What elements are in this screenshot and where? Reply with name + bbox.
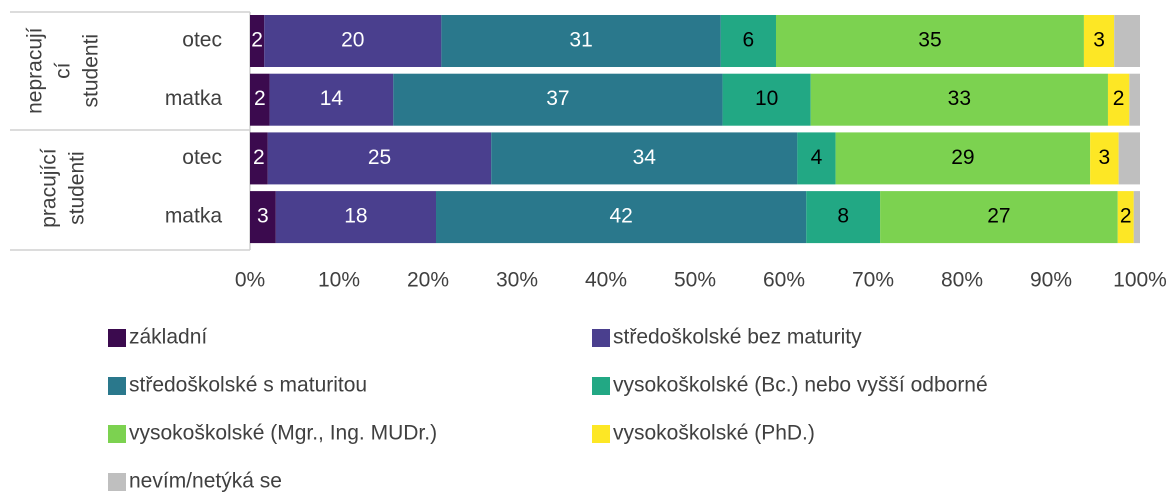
data-label: 2 bbox=[253, 146, 265, 169]
data-label: 37 bbox=[546, 87, 569, 110]
x-tick-label: 30% bbox=[496, 269, 538, 292]
bar-segment bbox=[1129, 73, 1140, 126]
data-label: 34 bbox=[633, 146, 657, 169]
bar-segment bbox=[250, 191, 276, 244]
bar-segment bbox=[393, 73, 723, 126]
data-label: 42 bbox=[609, 205, 632, 228]
bar-segment bbox=[775, 15, 1084, 67]
x-tick-label: 0% bbox=[235, 269, 265, 292]
bar-segment bbox=[441, 15, 721, 67]
x-tick-label: 20% bbox=[407, 269, 449, 292]
bar-segment bbox=[1090, 132, 1119, 185]
bar-segment bbox=[806, 191, 881, 244]
x-tick-label: 60% bbox=[763, 269, 805, 292]
category-label: otec bbox=[182, 29, 222, 52]
category-label: otec bbox=[182, 146, 222, 169]
group-label: cí bbox=[52, 62, 75, 79]
bar-segment bbox=[250, 132, 268, 185]
group-label: studenti bbox=[80, 34, 103, 108]
bar-segment bbox=[1118, 132, 1140, 185]
group-label: pracující bbox=[38, 148, 61, 228]
group-label: studenti bbox=[66, 151, 89, 225]
bar-segment bbox=[1114, 15, 1140, 67]
bar-segment bbox=[264, 15, 442, 67]
legend-label: základní bbox=[129, 326, 207, 349]
bar-segment bbox=[1083, 15, 1115, 67]
data-label: 8 bbox=[837, 205, 849, 228]
data-label: 31 bbox=[569, 29, 592, 52]
bar-segment bbox=[491, 132, 798, 185]
legend-swatch bbox=[108, 329, 126, 347]
data-label: 35 bbox=[918, 29, 941, 52]
data-label: 2 bbox=[1113, 87, 1125, 110]
legend-swatch bbox=[108, 377, 126, 395]
legend-swatch bbox=[592, 425, 610, 443]
data-label: 6 bbox=[743, 29, 755, 52]
data-label: 33 bbox=[948, 87, 971, 110]
x-tick-label: 100% bbox=[1113, 269, 1167, 292]
legend-label: vysokoškolské (Bc.) nebo vyšší odborné bbox=[613, 374, 988, 397]
data-label: 10 bbox=[755, 87, 778, 110]
data-label: 4 bbox=[811, 146, 823, 169]
x-tick-label: 40% bbox=[585, 269, 627, 292]
legend-label: středoškolské bez maturity bbox=[613, 326, 862, 349]
bar-segment bbox=[436, 191, 807, 244]
legend-label: středoškolské s maturitou bbox=[129, 374, 367, 397]
data-label: 27 bbox=[987, 205, 1010, 228]
x-tick-label: 80% bbox=[941, 269, 983, 292]
bar-segment bbox=[722, 73, 811, 126]
legend-label: nevím/netýká se bbox=[129, 470, 282, 493]
legend-label: vysokoškolské (Mgr., Ing. MUDr.) bbox=[129, 422, 437, 445]
data-label: 18 bbox=[344, 205, 367, 228]
group-label: nepracují bbox=[24, 27, 47, 114]
legend-swatch bbox=[108, 425, 126, 443]
data-label: 3 bbox=[1099, 146, 1111, 169]
data-label: 2 bbox=[251, 29, 263, 52]
bar-segment bbox=[797, 132, 836, 185]
legend-swatch bbox=[592, 377, 610, 395]
data-label: 2 bbox=[254, 87, 266, 110]
data-label: 3 bbox=[1093, 29, 1105, 52]
data-label: 14 bbox=[320, 87, 344, 110]
bar-segment bbox=[250, 73, 270, 126]
data-label: 2 bbox=[1120, 205, 1132, 228]
legend-label: vysokoškolské (PhD.) bbox=[613, 422, 815, 445]
bar-segment bbox=[250, 15, 265, 67]
legend-swatch bbox=[108, 473, 126, 491]
legend-swatch bbox=[592, 329, 610, 347]
x-tick-label: 50% bbox=[674, 269, 716, 292]
data-label: 25 bbox=[368, 146, 391, 169]
bar-segment bbox=[810, 73, 1108, 126]
bar-segment bbox=[267, 132, 492, 185]
x-tick-label: 10% bbox=[318, 269, 360, 292]
bar-segment bbox=[1117, 191, 1134, 244]
bar-segment bbox=[835, 132, 1091, 185]
bar-segment bbox=[720, 15, 776, 67]
data-label: 29 bbox=[951, 146, 974, 169]
x-tick-label: 70% bbox=[852, 269, 894, 292]
bar-segment bbox=[275, 191, 437, 244]
bar-segment bbox=[269, 73, 394, 126]
data-label: 3 bbox=[257, 205, 269, 228]
category-label: matka bbox=[165, 205, 223, 228]
category-label: matka bbox=[165, 87, 223, 110]
bar-segment bbox=[1107, 73, 1130, 126]
bar-segment bbox=[1133, 191, 1140, 244]
data-label: 20 bbox=[341, 29, 364, 52]
x-tick-label: 90% bbox=[1030, 269, 1072, 292]
bar-segment bbox=[880, 191, 1118, 244]
